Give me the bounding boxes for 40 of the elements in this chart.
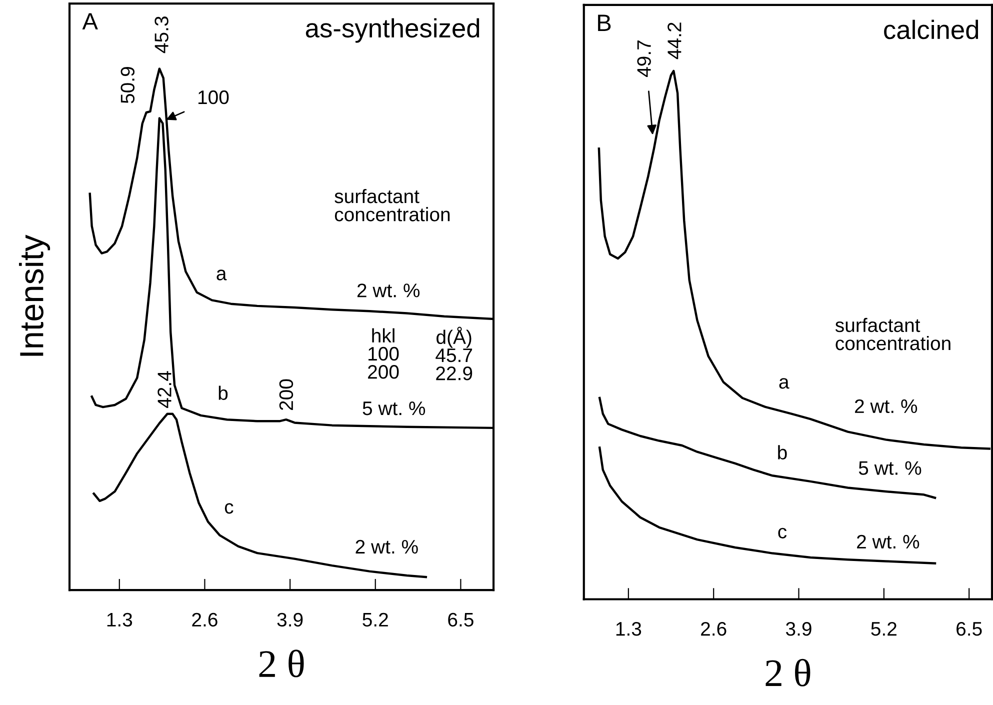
- y-axis-title: Intensity: [18, 234, 50, 356]
- annotation: a: [216, 270, 227, 280]
- annotation: 2 wt. %: [854, 399, 918, 414]
- x-tick-label: 6.5: [956, 622, 982, 636]
- chart-title: A: [82, 13, 98, 30]
- annotation: c: [778, 528, 787, 538]
- annotation: 42.4: [158, 371, 172, 408]
- annotation: 2 wt. %: [356, 540, 418, 554]
- x-tick-label: 3.9: [277, 612, 303, 627]
- text: 45.3: [154, 16, 168, 54]
- chart-subtitle: as-synthesized: [306, 18, 480, 43]
- annotation: b: [778, 445, 787, 460]
- x-tick-label: 5.2: [871, 622, 896, 636]
- x-tick-label: 2.6: [192, 612, 218, 627]
- chart-title: B: [598, 14, 611, 31]
- x-axis-title: 2 θ: [766, 658, 810, 686]
- annotation: a: [779, 378, 790, 389]
- annotation: b: [218, 386, 228, 400]
- chart-subtitle: calcined: [884, 20, 978, 40]
- annotation: d(Å) 45.7 22.9: [436, 326, 472, 380]
- annotation: 200: [279, 379, 294, 410]
- annotation: 2 wt. %: [857, 534, 920, 549]
- annotation: surfactant concentration: [835, 318, 950, 350]
- annotation: 50.9: [120, 67, 135, 104]
- x-tick-label: 3.9: [786, 622, 812, 636]
- annotation: 100: [198, 90, 229, 104]
- annotation: 5 wt. %: [858, 461, 922, 475]
- x-tick-label: 5.2: [362, 612, 388, 627]
- annotation: 5 wt. %: [362, 402, 426, 416]
- x-tick-label: 6.5: [448, 612, 474, 627]
- x-tick-label: 2.6: [701, 622, 726, 636]
- x-tick-label: 1.3: [107, 612, 132, 627]
- annotation: surfactant concentration: [334, 188, 450, 222]
- annotation: c: [224, 503, 234, 514]
- annotation: hkl 100 200: [368, 328, 399, 379]
- x-tick-label: 1.3: [616, 622, 642, 636]
- x-axis-title: 2 θ: [259, 650, 304, 678]
- annotation: 49.7: [637, 40, 651, 77]
- annotation: 2 wt. %: [357, 284, 420, 298]
- text: 44.2: [668, 22, 682, 60]
